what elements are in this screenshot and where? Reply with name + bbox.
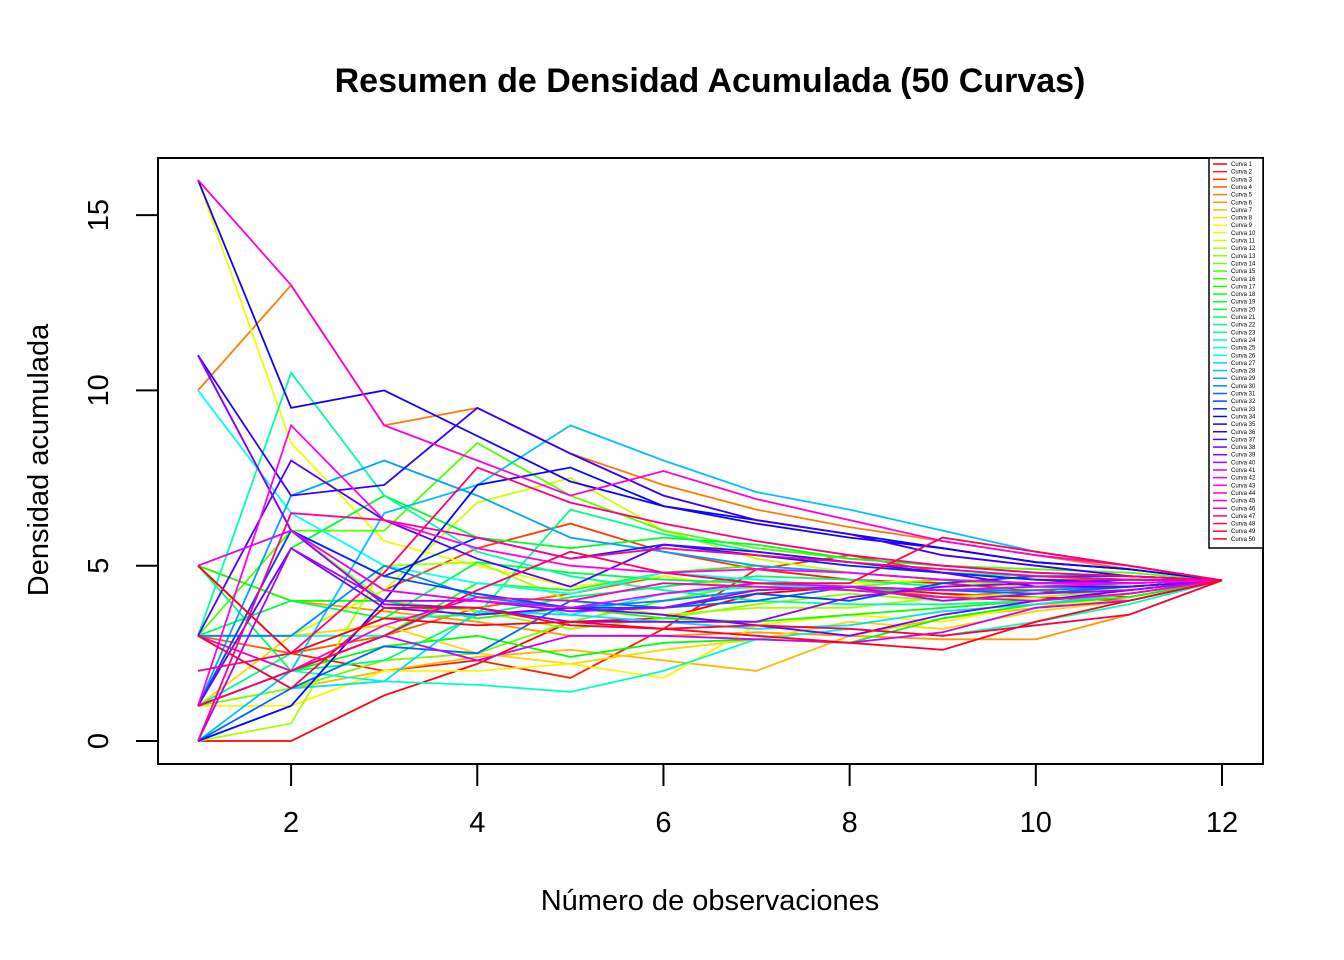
series-line-45 <box>197 579 1223 672</box>
series-layer <box>197 179 1223 742</box>
legend-label: Curva 41 <box>1231 468 1256 474</box>
legend-label: Curva 48 <box>1231 522 1256 528</box>
legend-label: Curva 31 <box>1231 392 1256 398</box>
series-line-10 <box>197 179 1223 592</box>
series-line-26 <box>197 389 1223 595</box>
legend-label: Curva 24 <box>1231 338 1256 344</box>
legend-label: Curva 12 <box>1231 246 1256 252</box>
legend-label: Curva 32 <box>1231 399 1256 405</box>
legend-label: Curva 13 <box>1231 254 1256 260</box>
series-line-7 <box>197 579 1223 690</box>
series-line-33 <box>197 354 1223 585</box>
legend-label: Curva 10 <box>1231 231 1256 237</box>
legend-label: Curva 8 <box>1231 216 1253 222</box>
legend-label: Curva 22 <box>1231 323 1256 329</box>
legend-label: Curva 43 <box>1231 483 1256 489</box>
legend-label: Curva 42 <box>1231 476 1256 482</box>
legend-label: Curva 1 <box>1231 162 1253 168</box>
legend-label: Curva 40 <box>1231 460 1256 466</box>
legend-label: Curva 39 <box>1231 453 1256 459</box>
legend-label: Curva 28 <box>1231 369 1256 375</box>
legend-label: Curva 27 <box>1231 361 1256 367</box>
x-axis: 2 4 6 8 10 12 <box>283 763 1238 839</box>
series-line-48 <box>197 536 1223 707</box>
y-axis: 0 5 10 15 <box>83 199 159 749</box>
legend-label: Curva 33 <box>1231 407 1256 413</box>
x-tick-label: 12 <box>1206 807 1238 839</box>
chart-title: Resumen de Densidad Acumulada (50 Curvas… <box>335 62 1086 100</box>
legend-label: Curva 23 <box>1231 330 1256 336</box>
legend-label: Curva 9 <box>1231 223 1253 229</box>
series-line-30 <box>198 564 1223 637</box>
x-tick-label: 2 <box>283 807 299 839</box>
x-tick-label: 4 <box>469 807 485 839</box>
legend-label: Curva 45 <box>1231 499 1256 505</box>
x-tick-label: 10 <box>1020 807 1052 839</box>
series-line-46 <box>197 512 1223 742</box>
series-line-1 <box>198 579 1223 742</box>
legend-label: Curva 47 <box>1231 514 1256 520</box>
series-line-5 <box>197 283 1223 582</box>
legend-label: Curva 50 <box>1231 537 1256 543</box>
y-tick-label: 10 <box>83 374 115 406</box>
legend-label: Curva 37 <box>1231 437 1256 443</box>
series-line-40 <box>197 546 1223 742</box>
legend-label: Curva 36 <box>1231 430 1256 436</box>
x-tick-label: 6 <box>655 807 671 839</box>
legend-label: Curva 18 <box>1231 292 1256 298</box>
series-line-13 <box>197 529 1223 630</box>
legend-label: Curva 34 <box>1231 414 1256 420</box>
legend-label: Curva 49 <box>1231 529 1256 535</box>
series-line-49 <box>197 579 1223 690</box>
legend-label: Curva 38 <box>1231 445 1256 451</box>
series-line-27 <box>197 579 1223 690</box>
series-line-35 <box>197 179 1223 582</box>
legend-label: Curva 14 <box>1231 261 1256 267</box>
series-line-36 <box>197 354 1223 582</box>
legend-label: Curva 26 <box>1231 353 1256 359</box>
legend-label: Curva 29 <box>1231 376 1256 382</box>
legend-label: Curva 3 <box>1231 177 1253 183</box>
legend-label: Curva 5 <box>1231 193 1253 199</box>
legend-label: Curva 16 <box>1231 277 1256 283</box>
series-line-47 <box>197 466 1223 672</box>
y-tick-label: 5 <box>83 558 115 574</box>
legend-label: Curva 6 <box>1231 200 1253 206</box>
series-line-42 <box>197 529 1223 609</box>
legend-label: Curva 19 <box>1231 300 1256 306</box>
x-tick-label: 8 <box>842 807 858 839</box>
legend-label: Curva 11 <box>1231 239 1256 245</box>
series-line-50 <box>197 565 1223 655</box>
y-tick-label: 0 <box>83 733 115 749</box>
series-line-6 <box>197 564 1223 641</box>
legend-label: Curva 15 <box>1231 269 1256 275</box>
series-line-43 <box>197 423 1223 707</box>
series-line-8 <box>197 579 1223 707</box>
legend-box <box>1208 157 1264 549</box>
legend-label: Curva 46 <box>1231 506 1256 512</box>
legend-label: Curva 17 <box>1231 284 1256 290</box>
y-axis-title: Densidad acumulada <box>23 323 55 596</box>
legend-label: Curva 25 <box>1231 346 1256 352</box>
series-line-15 <box>197 441 1223 637</box>
legend-label: Curva 21 <box>1231 315 1256 321</box>
series-line-44 <box>197 179 1223 582</box>
y-tick-label: 15 <box>83 199 115 231</box>
legend-label: Curva 2 <box>1231 170 1253 176</box>
legend-label: Curva 4 <box>1231 185 1253 191</box>
x-axis-title: Número de observaciones <box>541 885 880 917</box>
legend-label: Curva 7 <box>1231 208 1253 214</box>
legend-label: Curva 30 <box>1231 384 1256 390</box>
legend-label: Curva 35 <box>1231 422 1256 428</box>
legend-label: Curva 20 <box>1231 307 1256 313</box>
legend-label: Curva 44 <box>1231 491 1256 497</box>
